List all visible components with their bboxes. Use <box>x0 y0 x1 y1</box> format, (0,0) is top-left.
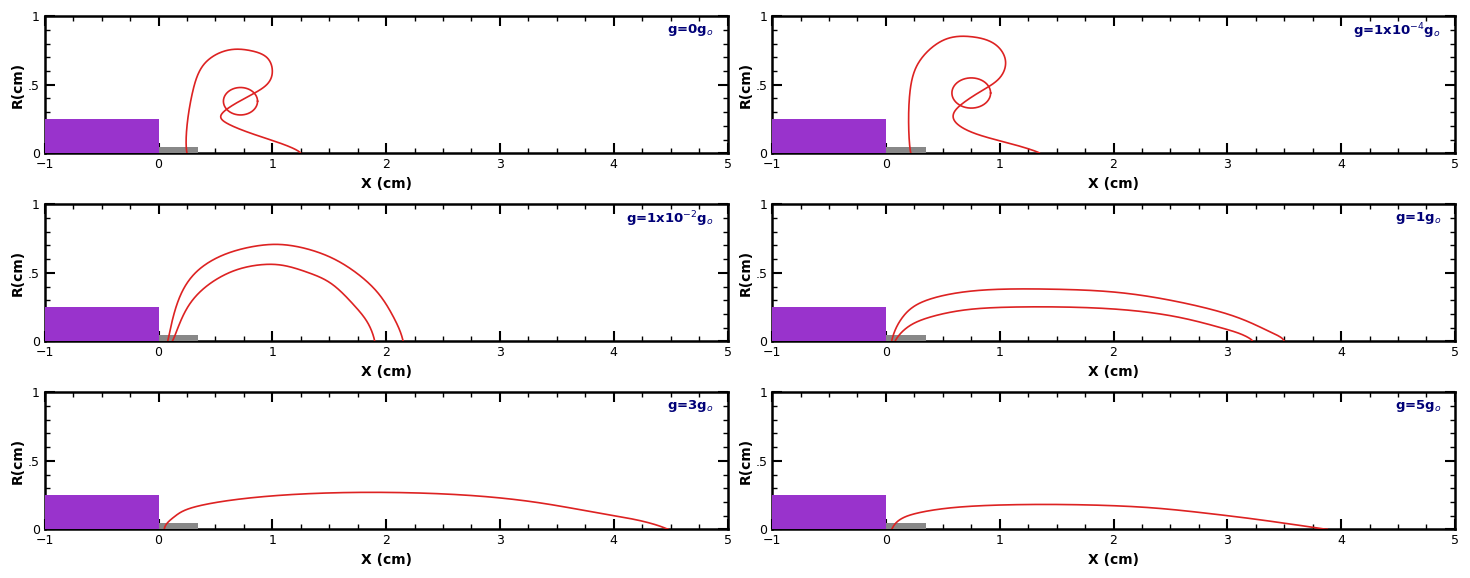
X-axis label: X (cm): X (cm) <box>1088 177 1139 191</box>
Y-axis label: R(cm): R(cm) <box>738 438 753 484</box>
Bar <box>772 495 886 529</box>
Bar <box>44 495 159 529</box>
X-axis label: X (cm): X (cm) <box>1088 365 1139 379</box>
Y-axis label: R(cm): R(cm) <box>738 62 753 108</box>
Bar <box>44 119 159 153</box>
Text: g=1x10$^{-2}$g$_o$: g=1x10$^{-2}$g$_o$ <box>626 210 714 229</box>
Bar <box>159 147 198 153</box>
X-axis label: X (cm): X (cm) <box>360 365 412 379</box>
Bar <box>886 523 926 529</box>
Text: g=0g$_o$: g=0g$_o$ <box>667 21 714 38</box>
Y-axis label: R(cm): R(cm) <box>12 438 25 484</box>
Bar <box>159 335 198 342</box>
Text: g=3g$_o$: g=3g$_o$ <box>667 398 714 414</box>
X-axis label: X (cm): X (cm) <box>1088 553 1139 567</box>
Bar <box>886 335 926 342</box>
Y-axis label: R(cm): R(cm) <box>12 62 25 108</box>
X-axis label: X (cm): X (cm) <box>360 177 412 191</box>
Bar <box>772 119 886 153</box>
Text: g=5g$_o$: g=5g$_o$ <box>1395 398 1441 414</box>
Y-axis label: R(cm): R(cm) <box>12 250 25 296</box>
Y-axis label: R(cm): R(cm) <box>738 250 753 296</box>
X-axis label: X (cm): X (cm) <box>360 553 412 567</box>
Bar <box>886 147 926 153</box>
Text: g=1x10$^{-4}$g$_o$: g=1x10$^{-4}$g$_o$ <box>1354 21 1441 41</box>
Bar <box>44 307 159 342</box>
Bar <box>159 523 198 529</box>
Bar <box>772 307 886 342</box>
Text: g=1g$_o$: g=1g$_o$ <box>1395 210 1441 225</box>
